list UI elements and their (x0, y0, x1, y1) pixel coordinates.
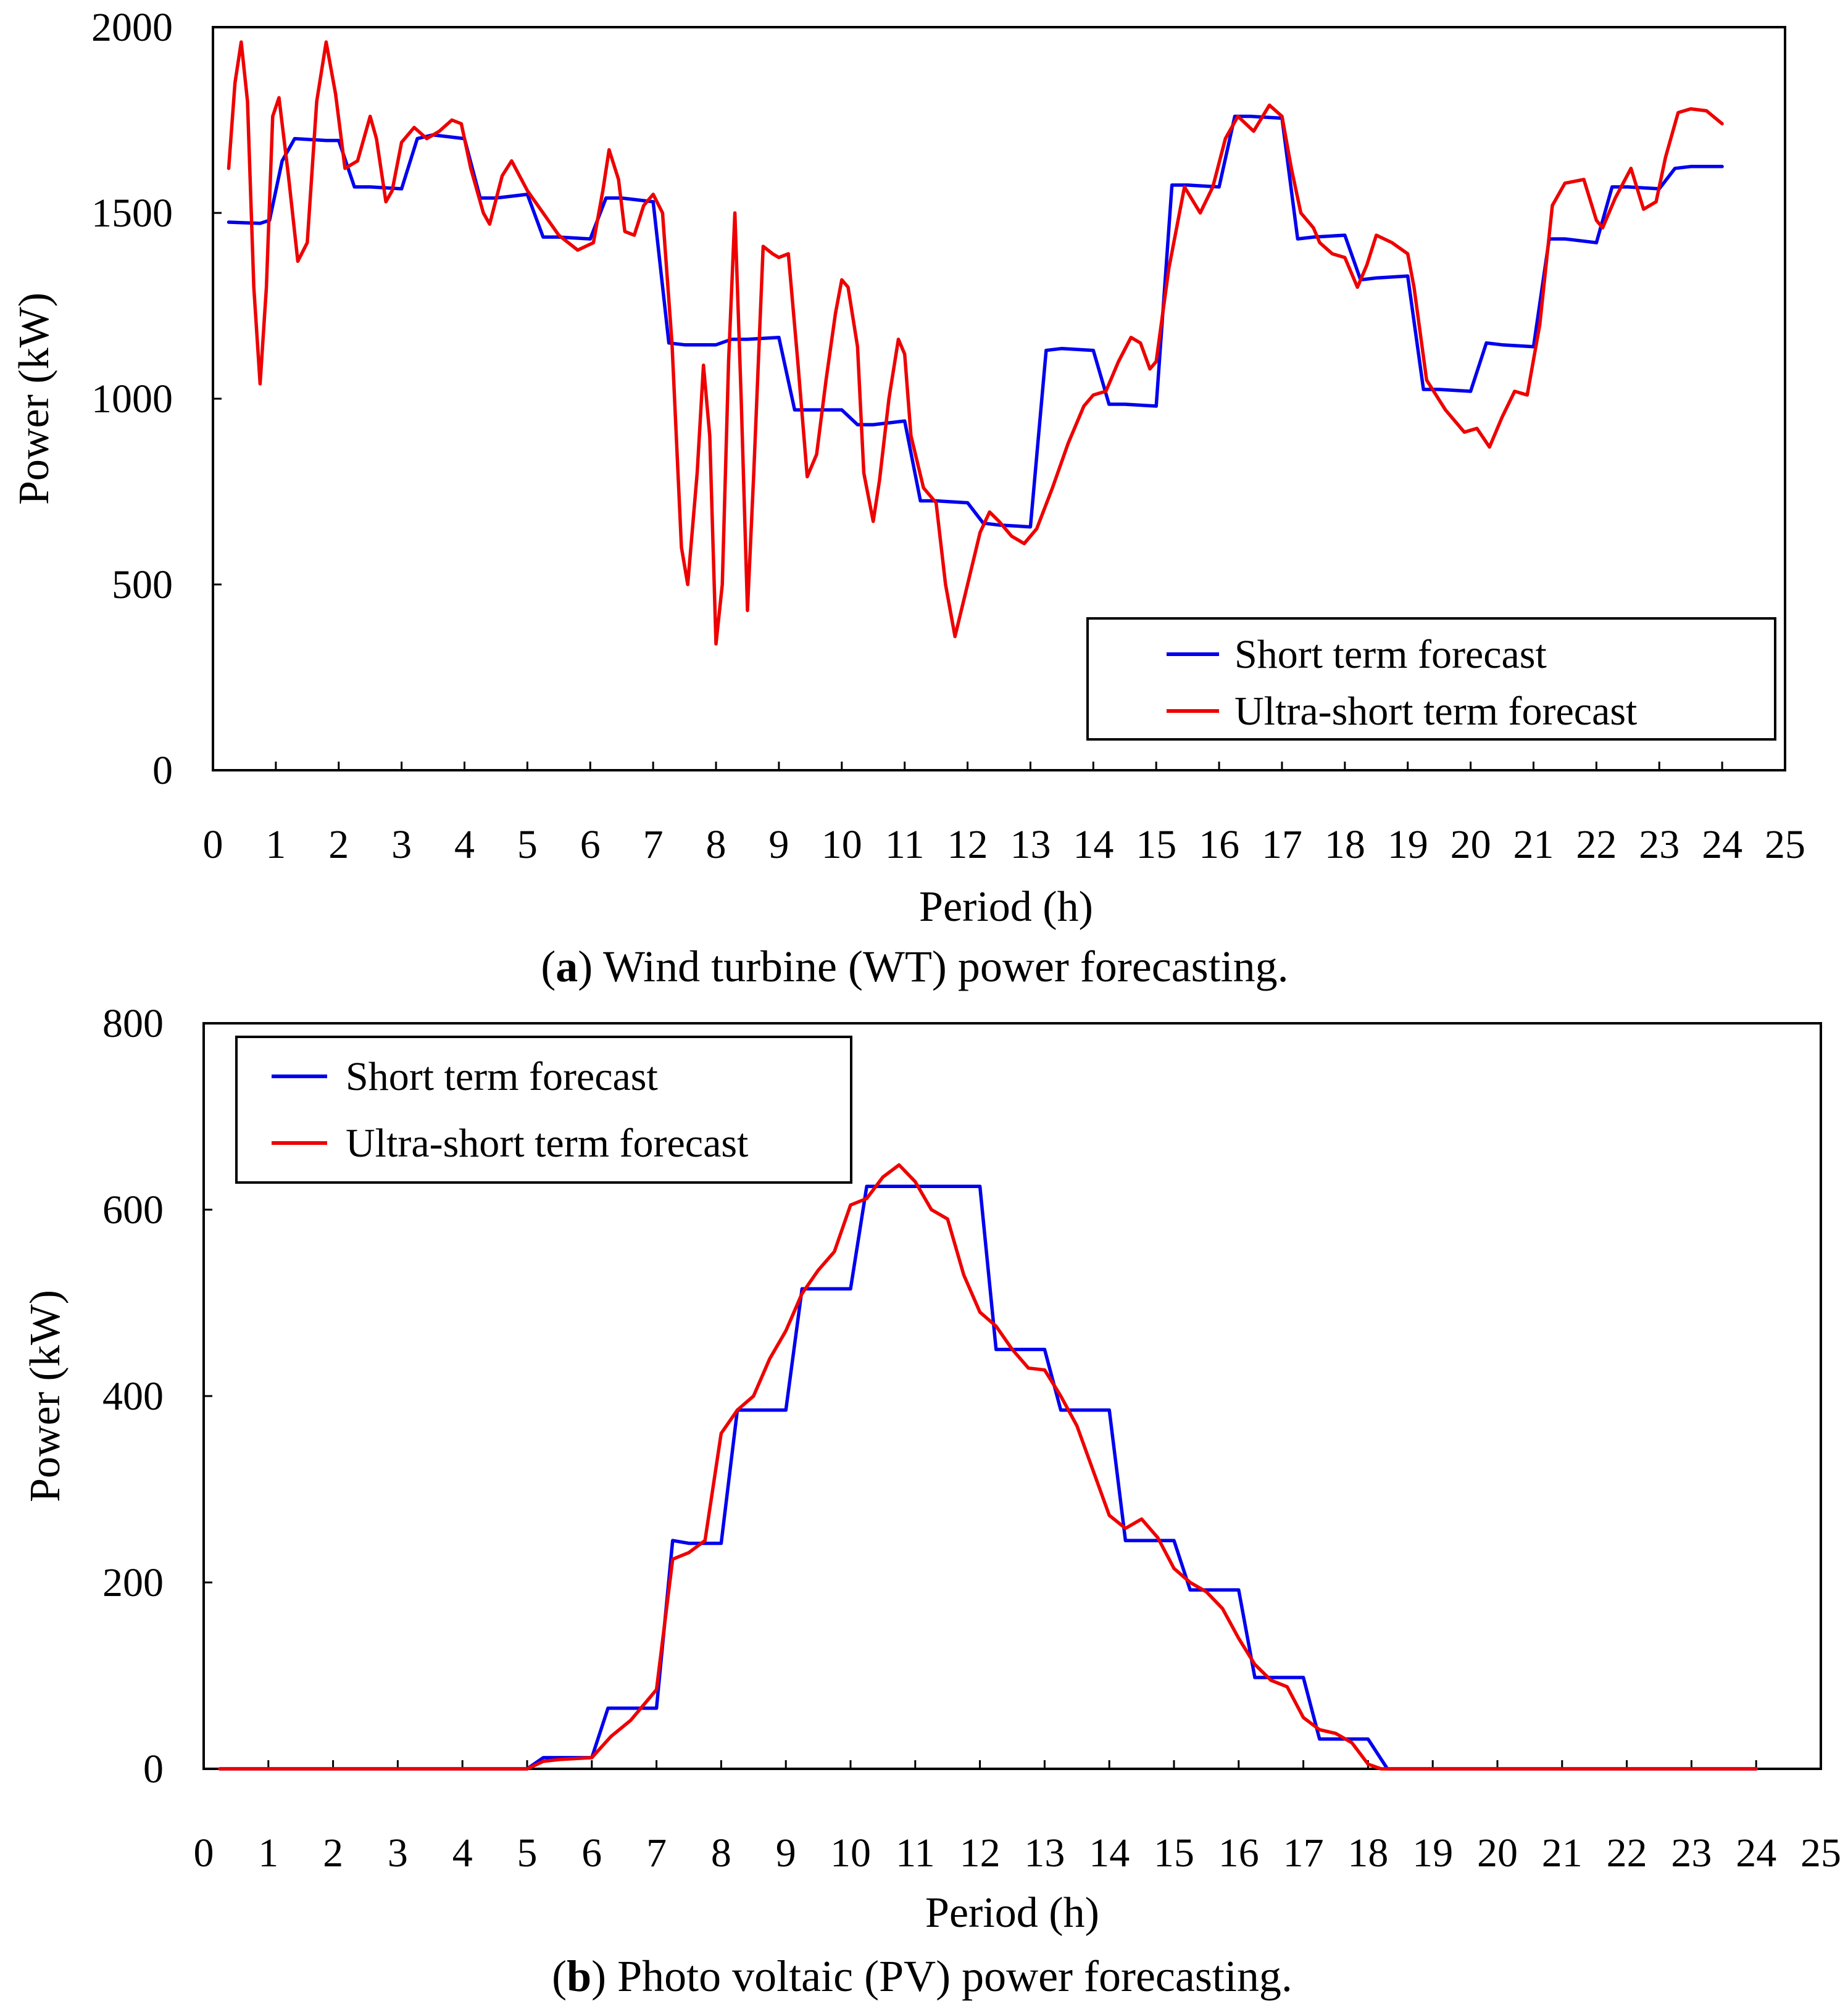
axis-ticks (213, 26, 1723, 771)
y-tick-label: 600 (102, 1187, 164, 1233)
x-tick-label: 16 (1199, 822, 1239, 867)
x-tick-label: 21 (1542, 1831, 1583, 1876)
series-line-ultra-short-term (227, 40, 1724, 646)
y-tick-labels: 0 200 400 600 800 (102, 1001, 164, 1792)
x-tick-label: 5 (517, 822, 538, 867)
x-tick-label: 18 (1347, 1831, 1388, 1876)
chart-caption: (a) Wind turbine (WT) power forecasting. (541, 942, 1288, 991)
x-tick-label: 25 (1765, 822, 1805, 867)
x-tick-label: 24 (1736, 1831, 1776, 1876)
legend-box (1086, 617, 1776, 741)
caption-text: Wind turbine (WT) power forecasting. (603, 942, 1289, 991)
x-axis-title: Period (h) (925, 1889, 1099, 1937)
plot-frame (212, 26, 1786, 771)
caption-label: b (567, 1952, 591, 2001)
y-axis-title: Power (kW) (22, 1290, 69, 1502)
y-tick-label: 400 (102, 1374, 164, 1419)
x-tick-label: 10 (830, 1831, 871, 1876)
legend: Short term forecast Ultra-short term for… (235, 1036, 852, 1184)
x-tick-label: 25 (1800, 1831, 1841, 1876)
x-tick-label: 7 (643, 822, 664, 867)
x-tick-label: 9 (768, 822, 789, 867)
x-tick-label: 4 (454, 822, 475, 867)
x-tick-label: 12 (947, 822, 988, 867)
chart-caption: (b) Photo voltaic (PV) power forecasting… (552, 1952, 1292, 2001)
x-tick-label: 24 (1702, 822, 1742, 867)
caption-label: a (556, 942, 578, 991)
x-tick-label: 9 (776, 1831, 796, 1876)
legend-box (235, 1036, 852, 1184)
x-tick-label: 4 (452, 1831, 473, 1876)
x-tick-label: 23 (1639, 822, 1679, 867)
x-tick-label: 1 (265, 822, 286, 867)
x-tick-label: 17 (1283, 1831, 1324, 1876)
x-tick-label: 8 (706, 822, 726, 867)
y-tick-label: 0 (143, 1747, 164, 1792)
x-tick-labels: 0 1 2 3 4 5 6 7 8 9 10 11 12 13 14 15 16 17 18 19 20 21 22 23 24… (203, 822, 1806, 867)
y-tick-label: 2000 (91, 5, 173, 50)
x-tick-label: 19 (1412, 1831, 1453, 1876)
x-tick-label: 11 (885, 822, 925, 867)
x-tick-label: 22 (1576, 822, 1617, 867)
x-tick-label: 3 (391, 822, 412, 867)
x-tick-label: 5 (517, 1831, 538, 1876)
x-tick-label: 13 (1024, 1831, 1065, 1876)
series-group (218, 1163, 1758, 1771)
y-tick-label: 1000 (91, 376, 173, 422)
y-tick-label: 1500 (91, 191, 173, 236)
x-tick-label: 22 (1607, 1831, 1647, 1876)
series-group (227, 40, 1724, 646)
x-tick-label: 19 (1388, 822, 1428, 867)
x-tick-label: 8 (711, 1831, 731, 1876)
x-tick-label: 21 (1513, 822, 1554, 867)
x-tick-label: 7 (646, 1831, 667, 1876)
series-line-short-term (218, 1184, 1758, 1771)
x-tick-label: 23 (1671, 1831, 1712, 1876)
x-tick-label: 12 (960, 1831, 1001, 1876)
x-tick-label: 6 (580, 822, 601, 867)
y-axis-title: Power (kW) (10, 293, 58, 505)
x-tick-label: 2 (323, 1831, 343, 1876)
series-line-ultra-short-term (218, 1163, 1758, 1771)
x-tick-labels: 0 1 2 3 4 5 6 7 8 9 10 11 12 13 14 15 16 17 18 19 20 21 22 23 24… (194, 1831, 1842, 1876)
x-tick-label: 3 (388, 1831, 408, 1876)
y-tick-labels: 0 500 1000 1500 2000 (91, 5, 173, 793)
y-tick-label: 800 (102, 1001, 164, 1046)
x-tick-label: 14 (1089, 1831, 1130, 1876)
x-tick-label: 20 (1477, 1831, 1518, 1876)
x-tick-label: 18 (1325, 822, 1365, 867)
x-axis-title: Period (h) (919, 883, 1093, 931)
legend-label-short-term: Short term forecast (346, 1054, 658, 1099)
x-tick-label: 17 (1262, 822, 1302, 867)
x-tick-label: 10 (822, 822, 862, 867)
x-tick-label: 11 (896, 1831, 935, 1876)
legend: Short term forecast Ultra-short term for… (1086, 617, 1776, 741)
x-tick-label: 16 (1218, 1831, 1259, 1876)
x-tick-label: 0 (194, 1831, 214, 1876)
x-tick-label: 15 (1136, 822, 1176, 867)
x-tick-label: 14 (1073, 822, 1113, 867)
x-tick-label: 15 (1154, 1831, 1194, 1876)
y-tick-label: 0 (152, 748, 173, 793)
x-tick-label: 13 (1010, 822, 1051, 867)
legend-label-ultra-short-term: Ultra-short term forecast (1234, 689, 1637, 734)
legend-label-short-term: Short term forecast (1234, 632, 1547, 677)
x-tick-label: 1 (258, 1831, 278, 1876)
y-tick-label: 500 (112, 562, 173, 607)
series-line-short-term (227, 114, 1724, 529)
caption-text: Photo voltaic (PV) power forecasting. (617, 1952, 1292, 2001)
x-tick-label: 2 (328, 822, 349, 867)
x-tick-label: 6 (581, 1831, 602, 1876)
x-tick-label: 20 (1451, 822, 1491, 867)
legend-label-ultra-short-term: Ultra-short term forecast (346, 1121, 748, 1166)
y-tick-label: 200 (102, 1560, 164, 1605)
x-tick-label: 0 (203, 822, 223, 867)
